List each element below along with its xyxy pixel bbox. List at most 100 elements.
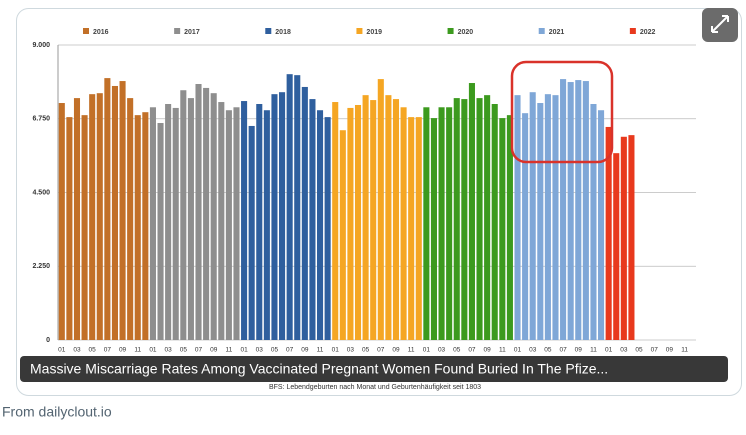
- x-tick-label: 05: [362, 347, 370, 354]
- x-tick-label: 05: [271, 347, 279, 354]
- bar: [218, 102, 225, 341]
- bar: [484, 95, 491, 341]
- bar: [385, 95, 392, 341]
- bar: [81, 115, 88, 341]
- bar: [233, 107, 240, 341]
- x-tick-label: 09: [484, 347, 492, 354]
- bar: [142, 112, 149, 340]
- legend-swatch: [538, 28, 545, 34]
- bar: [66, 117, 73, 340]
- bar: [339, 130, 346, 340]
- bar: [461, 99, 468, 340]
- x-tick-label: 07: [286, 347, 294, 354]
- y-tick-label: 6.750: [32, 116, 50, 123]
- y-tick-label: 2.250: [32, 263, 50, 270]
- bar: [354, 104, 362, 340]
- bar: [408, 117, 415, 340]
- bar: [598, 110, 605, 340]
- bar: [476, 98, 483, 340]
- bar: [195, 84, 202, 340]
- y-tick-label: 4.500: [32, 189, 50, 196]
- x-tick-label: 11: [134, 347, 141, 354]
- bar: [134, 115, 141, 341]
- x-tick-label: 03: [256, 347, 264, 354]
- x-tick-label: 09: [301, 347, 309, 354]
- bar: [165, 104, 172, 340]
- highlight-box: [510, 60, 614, 164]
- bar: [567, 82, 574, 341]
- x-tick-label: 03: [438, 347, 446, 354]
- bar: [392, 99, 400, 340]
- x-tick-label: 07: [651, 347, 659, 354]
- y-tick-label: 9.000: [32, 42, 50, 49]
- bar: [415, 117, 422, 340]
- bar: [552, 95, 559, 341]
- bar: [111, 85, 119, 340]
- bar: [256, 104, 263, 340]
- bar: [324, 117, 331, 340]
- y-tick-label: 0: [46, 337, 50, 344]
- source-note: BFS: Lebendgeburten nach Monat und Gebur…: [269, 384, 481, 391]
- x-tick-label: 01: [605, 347, 613, 354]
- x-tick-label: 01: [514, 347, 522, 354]
- bar: [423, 107, 430, 341]
- bar: [499, 118, 506, 340]
- x-tick-label: 11: [317, 347, 324, 354]
- bar: [89, 94, 96, 341]
- bar: [377, 79, 384, 340]
- x-tick-label: 07: [559, 347, 567, 354]
- bar: [187, 98, 194, 340]
- x-tick-label: 07: [195, 347, 203, 354]
- x-tick-label: 07: [104, 347, 112, 354]
- x-tick-label: 03: [620, 347, 628, 354]
- bar: [58, 103, 65, 341]
- x-tick-label: 05: [544, 347, 552, 354]
- legend-swatch: [174, 28, 181, 34]
- bar: [446, 107, 453, 341]
- x-tick-label: 03: [165, 347, 173, 354]
- x-tick-label: 01: [423, 347, 431, 354]
- x-tick-label: 05: [89, 347, 97, 354]
- bar: [544, 94, 551, 341]
- x-tick-label: 09: [210, 347, 218, 354]
- x-tick-label: 01: [149, 347, 157, 354]
- x-tick-label: 09: [666, 347, 674, 354]
- bar: [73, 98, 81, 340]
- x-tick-label: 07: [377, 347, 385, 354]
- bar: [180, 90, 187, 340]
- legend-label: 2016: [93, 29, 109, 36]
- legend-swatch: [83, 28, 89, 34]
- bar: [491, 104, 498, 340]
- legend-swatch: [629, 28, 636, 34]
- bar: [506, 115, 513, 341]
- legend-label: 2022: [640, 29, 656, 36]
- bar: [149, 107, 156, 341]
- bar: [203, 87, 210, 340]
- bar: [286, 74, 293, 340]
- bar: [279, 92, 286, 340]
- bar: [210, 93, 217, 340]
- legend-label: 2017: [184, 29, 200, 36]
- legend-label: 2020: [458, 29, 474, 36]
- bar: [522, 113, 529, 340]
- bar: [605, 126, 612, 340]
- legend-label: 2018: [275, 29, 291, 36]
- bar: [104, 78, 111, 340]
- chart: 0 2.250 4.500 6.750 9.000 2016 2017 2018 2019 202…: [32, 28, 696, 354]
- bar: [468, 83, 475, 341]
- legend-swatch: [356, 28, 363, 34]
- caption: Massive Miscarriage Rates Among Vaccinat…: [30, 361, 608, 377]
- source-link[interactable]: From dailyclout.io: [2, 404, 112, 420]
- bar: [172, 107, 179, 340]
- expand-button[interactable]: [702, 8, 738, 42]
- bar: [347, 107, 354, 340]
- bar: [620, 136, 627, 340]
- x-tick-label: 03: [529, 347, 537, 354]
- x-tick-label: 11: [499, 347, 506, 354]
- bar: [316, 110, 324, 340]
- x-tick-label: 01: [58, 347, 66, 354]
- bar: [362, 95, 369, 341]
- x-tick-label: 11: [590, 347, 597, 354]
- bar: [529, 92, 536, 340]
